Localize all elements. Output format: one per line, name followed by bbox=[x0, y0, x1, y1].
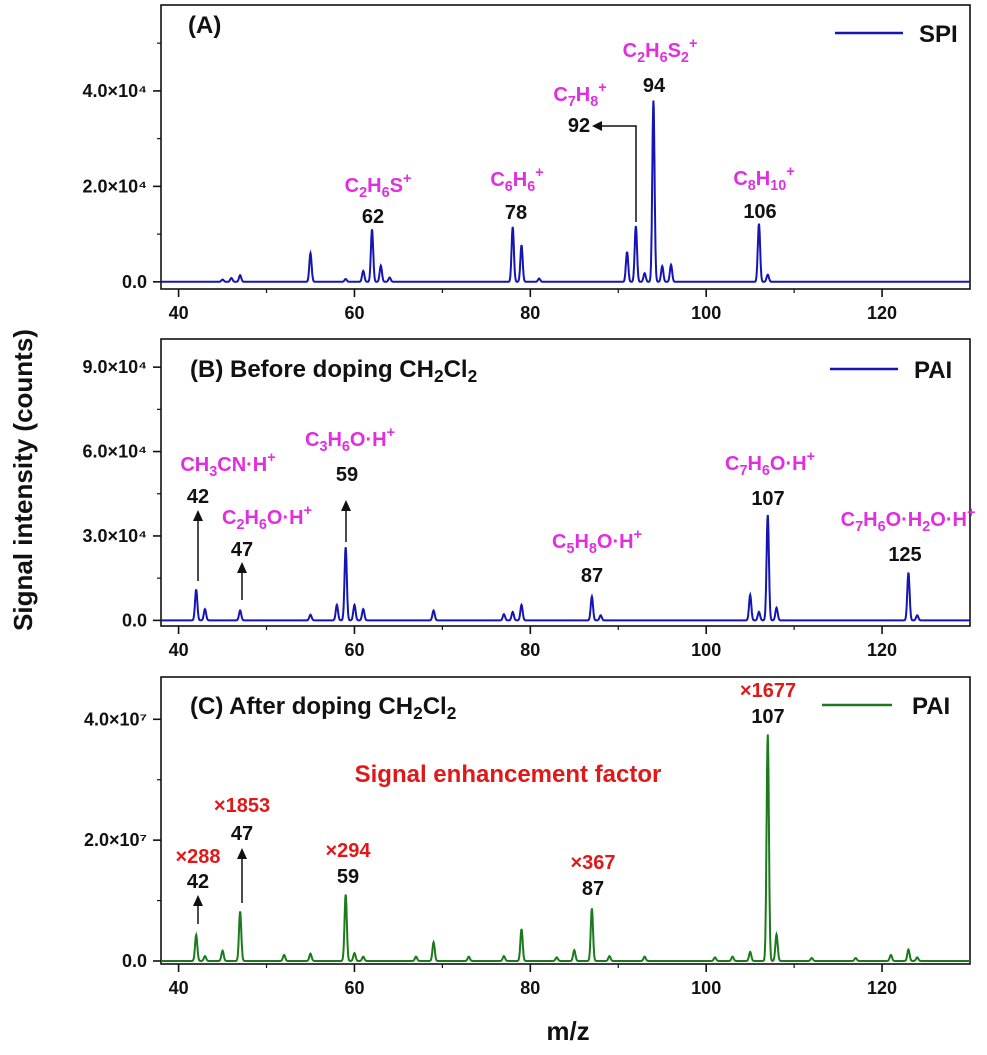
panel-c-x-tick-label: 60 bbox=[344, 978, 364, 998]
panel-c-peak-label-42: 42 bbox=[187, 871, 209, 893]
panel-b-peak-label-59: 59 bbox=[336, 464, 358, 486]
panel-b-title: (B) Before doping CH2Cl2 bbox=[190, 356, 477, 386]
panel-c-peak-label-47: 47 bbox=[231, 823, 253, 845]
panel-b-x-tick-label: 80 bbox=[520, 640, 540, 660]
panel-a-y-tick-label: 0.0 bbox=[122, 272, 147, 292]
panel-c-arrowhead-47 bbox=[237, 848, 247, 859]
panel-a-peak-label-94: 94 bbox=[643, 75, 666, 97]
panel-a-arrow-92 bbox=[601, 125, 637, 222]
panel-b-ion-label-59: C3H6O·H+ bbox=[305, 425, 395, 455]
panel-c-x-tick-label: 40 bbox=[169, 978, 189, 998]
panel-a-x-tick-label: 60 bbox=[344, 303, 364, 323]
panel-c-factor-label-87: ×367 bbox=[570, 852, 615, 874]
panel-c-legend-label: PAI bbox=[912, 693, 950, 720]
panel-b-x-tick-label: 120 bbox=[867, 640, 897, 660]
panel-a-ion-label-78: C6H6+ bbox=[490, 165, 543, 195]
panel-a-x-tick-label: 100 bbox=[691, 303, 721, 323]
panel-a-x-tick-label: 40 bbox=[169, 303, 189, 323]
panel-b-x-tick-label: 100 bbox=[691, 640, 721, 660]
panel-a-y-tick-label: 2.0×10⁴ bbox=[83, 176, 147, 196]
panel-a-spectrum-line bbox=[161, 100, 970, 283]
panel-a-title: (A) bbox=[188, 12, 221, 39]
panel-b-arrowhead-42 bbox=[193, 510, 203, 521]
panel-a-y-tick-label: 4.0×10⁴ bbox=[83, 81, 147, 101]
panel-b-pai-before-spectrum: (B) Before doping CH2Cl2 PAI 0.0 3.0×10⁴ 6… bbox=[83, 338, 976, 660]
panel-a-peak-label-62: 62 bbox=[362, 206, 384, 228]
panel-b-peak-label-47: 47 bbox=[231, 539, 253, 561]
panel-c-x-ticks: 40 60 80 100 120 bbox=[169, 964, 897, 998]
panel-a-x-tick-label: 80 bbox=[520, 303, 540, 323]
panel-b-peak-label-125: 125 bbox=[888, 544, 921, 566]
panel-a-legend-label: SPI bbox=[919, 21, 958, 48]
panel-a-ion-label-106: C8H10+ bbox=[733, 164, 794, 194]
panel-c-y-tick-label: 4.0×10⁷ bbox=[84, 709, 147, 729]
panel-b-y-tick-label: 6.0×10⁴ bbox=[83, 442, 147, 462]
panel-b-peak-label-107: 107 bbox=[751, 488, 784, 510]
panel-c-x-tick-label: 120 bbox=[867, 978, 897, 998]
panel-c-x-tick-label: 80 bbox=[520, 978, 540, 998]
panel-a-spi-spectrum: (A) SPI 0.0 2.0×10⁴ 4.0×10⁴ 40 60 80 100 120 C… bbox=[83, 4, 971, 323]
panel-c-x-tick-label: 100 bbox=[691, 978, 721, 998]
panel-a-arrowhead-92 bbox=[592, 121, 602, 131]
panel-c-y-tick-label: 2.0×10⁷ bbox=[84, 830, 147, 850]
panel-a-ion-label-62: C2H6S+ bbox=[345, 171, 412, 201]
y-axis-title: Signal intensity (counts) bbox=[8, 329, 38, 631]
panel-b-x-tick-label: 40 bbox=[169, 640, 189, 660]
panel-c-arrowhead-42 bbox=[193, 895, 203, 906]
panel-b-peak-label-87: 87 bbox=[581, 565, 603, 587]
panel-c-y-tick-label: 0.0 bbox=[122, 951, 147, 971]
panel-a-ion-label-94: C2H6S2+ bbox=[623, 36, 698, 66]
panel-b-y-tick-label: 3.0×10⁴ bbox=[83, 526, 147, 546]
panel-a-x-tick-label: 120 bbox=[867, 303, 897, 323]
panel-c-pai-after-spectrum: (C) After doping CH2Cl2 PAI Signal enhan… bbox=[84, 676, 971, 998]
panel-c-factor-label-47: ×1853 bbox=[214, 795, 270, 817]
panel-b-y-tick-label: 0.0 bbox=[122, 610, 147, 630]
panel-c-title: (C) After doping CH2Cl2 bbox=[190, 693, 456, 723]
panel-a-axes-frame bbox=[160, 4, 971, 290]
panel-c-peak-label-59: 59 bbox=[337, 866, 359, 888]
panel-b-y-ticks: 0.0 3.0×10⁴ 6.0×10⁴ 9.0×10⁴ bbox=[83, 357, 161, 630]
panel-c-peak-label-107: 107 bbox=[751, 706, 784, 728]
panel-b-arrowhead-59 bbox=[341, 500, 351, 511]
panel-b-spectrum-line bbox=[161, 514, 970, 622]
panel-b-ion-label-125: C7H6O·H2O·H+ bbox=[841, 505, 976, 535]
panel-c-factor-label-59: ×294 bbox=[325, 840, 371, 862]
x-axis-title: m/z bbox=[546, 1016, 589, 1046]
panel-a-y-ticks: 0.0 2.0×10⁴ 4.0×10⁴ bbox=[83, 42, 161, 292]
panel-c-subtitle: Signal enhancement factor bbox=[355, 761, 662, 788]
panel-b-ion-label-87: C5H8O·H+ bbox=[552, 527, 642, 557]
panel-a-peak-label-92: 92 bbox=[568, 115, 590, 137]
panel-b-legend-label: PAI bbox=[914, 357, 952, 384]
panel-b-axes-frame bbox=[160, 338, 971, 627]
panel-a-peak-label-106: 106 bbox=[743, 201, 776, 223]
panel-a-ion-label-92: C7H8+ bbox=[553, 80, 606, 110]
panel-b-peak-label-42: 42 bbox=[187, 486, 209, 508]
panel-b-ion-label-42: CH3CN·H+ bbox=[180, 450, 275, 480]
panel-b-x-ticks: 40 60 80 100 120 bbox=[169, 626, 897, 660]
panel-c-peak-label-87: 87 bbox=[582, 878, 604, 900]
panel-c-axes-frame bbox=[160, 676, 971, 965]
panel-b-ion-label-107: C7H6O·H+ bbox=[725, 449, 815, 479]
panel-b-arrowhead-47 bbox=[237, 562, 247, 573]
panel-c-factor-label-42: ×288 bbox=[175, 846, 220, 868]
panel-b-x-tick-label: 60 bbox=[344, 640, 364, 660]
panel-c-spectrum-line bbox=[161, 734, 970, 962]
panel-c-factor-label-107: ×1677 bbox=[740, 680, 796, 702]
panel-c-y-ticks: 0.0 2.0×10⁷ 4.0×10⁷ bbox=[84, 709, 161, 971]
panel-b-y-tick-label: 9.0×10⁴ bbox=[83, 357, 147, 377]
panel-a-x-ticks: 40 60 80 100 120 bbox=[169, 289, 897, 323]
panel-a-peak-label-78: 78 bbox=[505, 202, 527, 224]
panel-b-ion-label-47: C2H6O·H+ bbox=[222, 503, 312, 533]
